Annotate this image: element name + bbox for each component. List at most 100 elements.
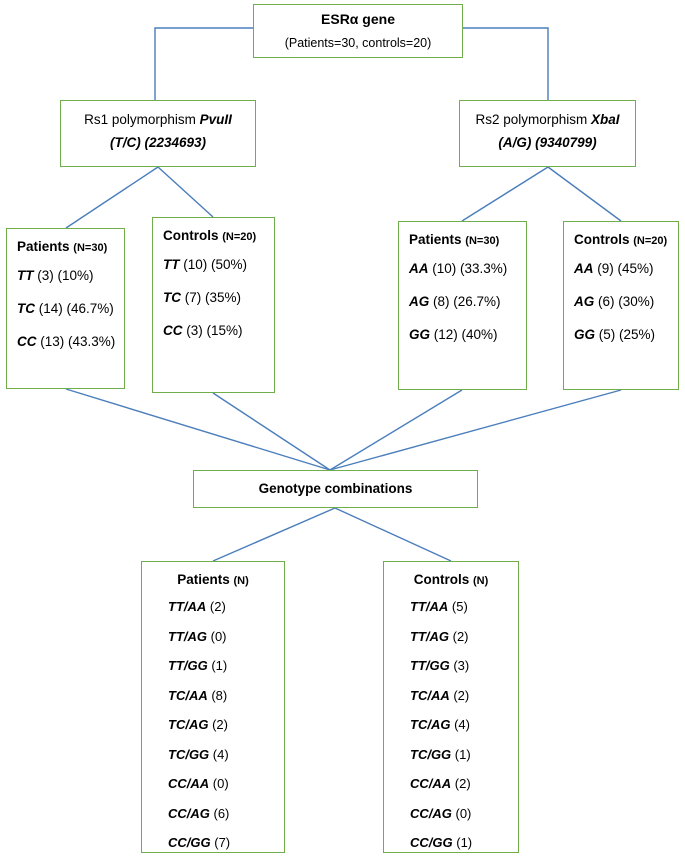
rs2-patients-box: Patients (N=30) AA (10) (33.3%) AG (8) (… bbox=[398, 221, 527, 390]
combo-row: TT/AA (2) bbox=[168, 599, 284, 614]
connector-rs2-to-patients bbox=[461, 166, 549, 222]
genotype-label: TC bbox=[17, 301, 35, 316]
sample-size: (N=30) bbox=[465, 235, 500, 247]
combo-label: CC/GG bbox=[168, 835, 211, 850]
rs1-label: Rs1 polymorphism PvuII bbox=[61, 112, 255, 127]
genotype-label: TT bbox=[163, 257, 180, 272]
rs2-gene-name: XbaI bbox=[591, 112, 620, 127]
genotype-label: CC bbox=[17, 334, 37, 349]
connector-rs2-to-controls bbox=[547, 166, 622, 222]
genotype-value: (8) (26.7%) bbox=[429, 294, 501, 309]
combo-row: CC/AA (2) bbox=[410, 776, 518, 791]
combo-label: TT/AA bbox=[410, 599, 449, 614]
rs2-patients-heading: Patients (N=30) bbox=[409, 232, 526, 247]
combo-value: (8) bbox=[207, 687, 228, 703]
combo-value: (7) bbox=[210, 835, 231, 850]
rs1-polymorphism-box: Rs1 polymorphism PvuII (T/C) (2234693) bbox=[60, 100, 256, 167]
genotype-value: (5) (25%) bbox=[595, 327, 656, 342]
combo-row: TC/GG (4) bbox=[168, 747, 284, 762]
rs1-label-prefix: Rs1 polymorphism bbox=[84, 112, 200, 127]
genotype-label: GG bbox=[574, 327, 596, 342]
combo-value: (0) bbox=[207, 628, 227, 644]
rs2-controls-heading: Controls (N=20) bbox=[574, 232, 678, 247]
combo-value: (0) bbox=[451, 805, 472, 821]
genotype-label: AG bbox=[409, 294, 430, 309]
combo-label: TT/AG bbox=[410, 628, 449, 644]
combo-patients-box: Patients (N) TT/AA (2) TT/AG (0) TT/GG (… bbox=[141, 561, 285, 853]
genotype-combinations-box: Genotype combinations bbox=[193, 470, 478, 508]
combo-label: TC/AA bbox=[168, 687, 208, 703]
sample-size: (N) bbox=[472, 575, 489, 587]
genotype-label: CC bbox=[163, 323, 183, 338]
combo-row: TT/AG (0) bbox=[168, 629, 284, 644]
rs1-patients-box: Patients (N=30) TT (3) (10%) TC (14) (46… bbox=[6, 228, 125, 389]
connector-stat2-to-genotype bbox=[212, 392, 331, 471]
rs1-controls-box: Controls (N=20) TT (10) (50%) TC (7) (35… bbox=[152, 217, 275, 393]
combo-row: TC/GG (1) bbox=[410, 747, 518, 762]
combo-value: (1) bbox=[452, 835, 473, 850]
genotype-label: TC bbox=[163, 290, 181, 305]
genotype-value: (3) (15%) bbox=[182, 323, 243, 338]
genotype-value: (3) (10%) bbox=[33, 268, 94, 283]
sample-size: (N=30) bbox=[73, 242, 108, 254]
combo-label: CC/GG bbox=[410, 835, 453, 850]
connector-root-to-rs1 bbox=[154, 27, 253, 100]
connector-root-to-rs2 bbox=[463, 27, 549, 100]
genotype-row: GG (12) (40%) bbox=[409, 327, 526, 342]
combo-value: (0) bbox=[209, 776, 229, 791]
combo-row: TC/AA (8) bbox=[168, 688, 284, 703]
connector-rs1-to-patients bbox=[65, 166, 159, 229]
combo-row: CC/GG (7) bbox=[168, 835, 284, 850]
genotype-label: AG bbox=[574, 294, 595, 309]
connector-stat4-to-genotype bbox=[329, 389, 622, 471]
connector-genotype-to-combo-patients bbox=[212, 507, 336, 562]
genotype-row: TT (10) (50%) bbox=[163, 257, 274, 272]
group-title: Patients bbox=[17, 239, 70, 254]
combo-row: TC/AA (2) bbox=[410, 688, 518, 703]
combo-label: TT/GG bbox=[168, 658, 208, 673]
group-title: Patients bbox=[409, 232, 462, 247]
genotype-row: AG (8) (26.7%) bbox=[409, 294, 526, 309]
genotype-row: AG (6) (30%) bbox=[574, 294, 678, 309]
combo-value: (1) bbox=[451, 746, 471, 762]
combo-value: (2) bbox=[449, 687, 470, 703]
genotype-row: AA (9) (45%) bbox=[574, 261, 678, 276]
group-title: Patients bbox=[177, 572, 230, 587]
combo-value: (3) bbox=[449, 658, 470, 673]
gene-title: ESRα gene bbox=[321, 11, 395, 27]
genotype-value: (14) (46.7%) bbox=[35, 301, 114, 316]
combo-row: CC/GG (1) bbox=[410, 835, 518, 850]
combo-patients-heading: Patients (N) bbox=[142, 572, 284, 587]
combo-value: (5) bbox=[448, 599, 468, 614]
genotype-value: (13) (43.3%) bbox=[36, 334, 116, 349]
sample-size: (N) bbox=[233, 575, 249, 587]
gene-subtitle: (Patients=30, controls=20) bbox=[284, 36, 432, 50]
combo-value: (2) bbox=[208, 717, 228, 732]
combo-row: TC/AG (4) bbox=[410, 717, 518, 732]
genotype-row: AA (10) (33.3%) bbox=[409, 261, 526, 276]
combo-value: (2) bbox=[449, 628, 469, 644]
connector-rs1-to-controls bbox=[157, 166, 214, 218]
genotype-label: TT bbox=[17, 268, 34, 283]
combo-label: TC/GG bbox=[410, 746, 452, 762]
rs2-alleles: (A/G) (9340799) bbox=[498, 135, 597, 150]
combo-label: TT/AA bbox=[168, 599, 207, 614]
group-title: Controls bbox=[413, 572, 470, 587]
combo-row: TT/AA (5) bbox=[410, 599, 518, 614]
rs2-polymorphism-box: Rs2 polymorphism XbaI (A/G) (9340799) bbox=[459, 100, 636, 167]
combo-label: CC/AA bbox=[168, 776, 210, 791]
connector-genotype-to-combo-controls bbox=[334, 507, 452, 562]
combo-label: CC/AG bbox=[410, 805, 452, 821]
group-title: Controls bbox=[163, 228, 219, 243]
combo-value: (2) bbox=[206, 599, 226, 614]
combo-value: (2) bbox=[451, 776, 471, 791]
rs2-label-prefix: Rs2 polymorphism bbox=[475, 112, 592, 127]
genotype-row: TC (7) (35%) bbox=[163, 290, 274, 305]
combo-row: CC/AG (6) bbox=[168, 806, 284, 821]
combo-row: CC/AA (0) bbox=[168, 776, 284, 791]
genotype-row: TC (14) (46.7%) bbox=[17, 301, 124, 316]
combo-label: CC/AA bbox=[410, 776, 452, 791]
combo-value: (4) bbox=[209, 746, 229, 762]
genotype-value: (9) (45%) bbox=[593, 261, 654, 276]
